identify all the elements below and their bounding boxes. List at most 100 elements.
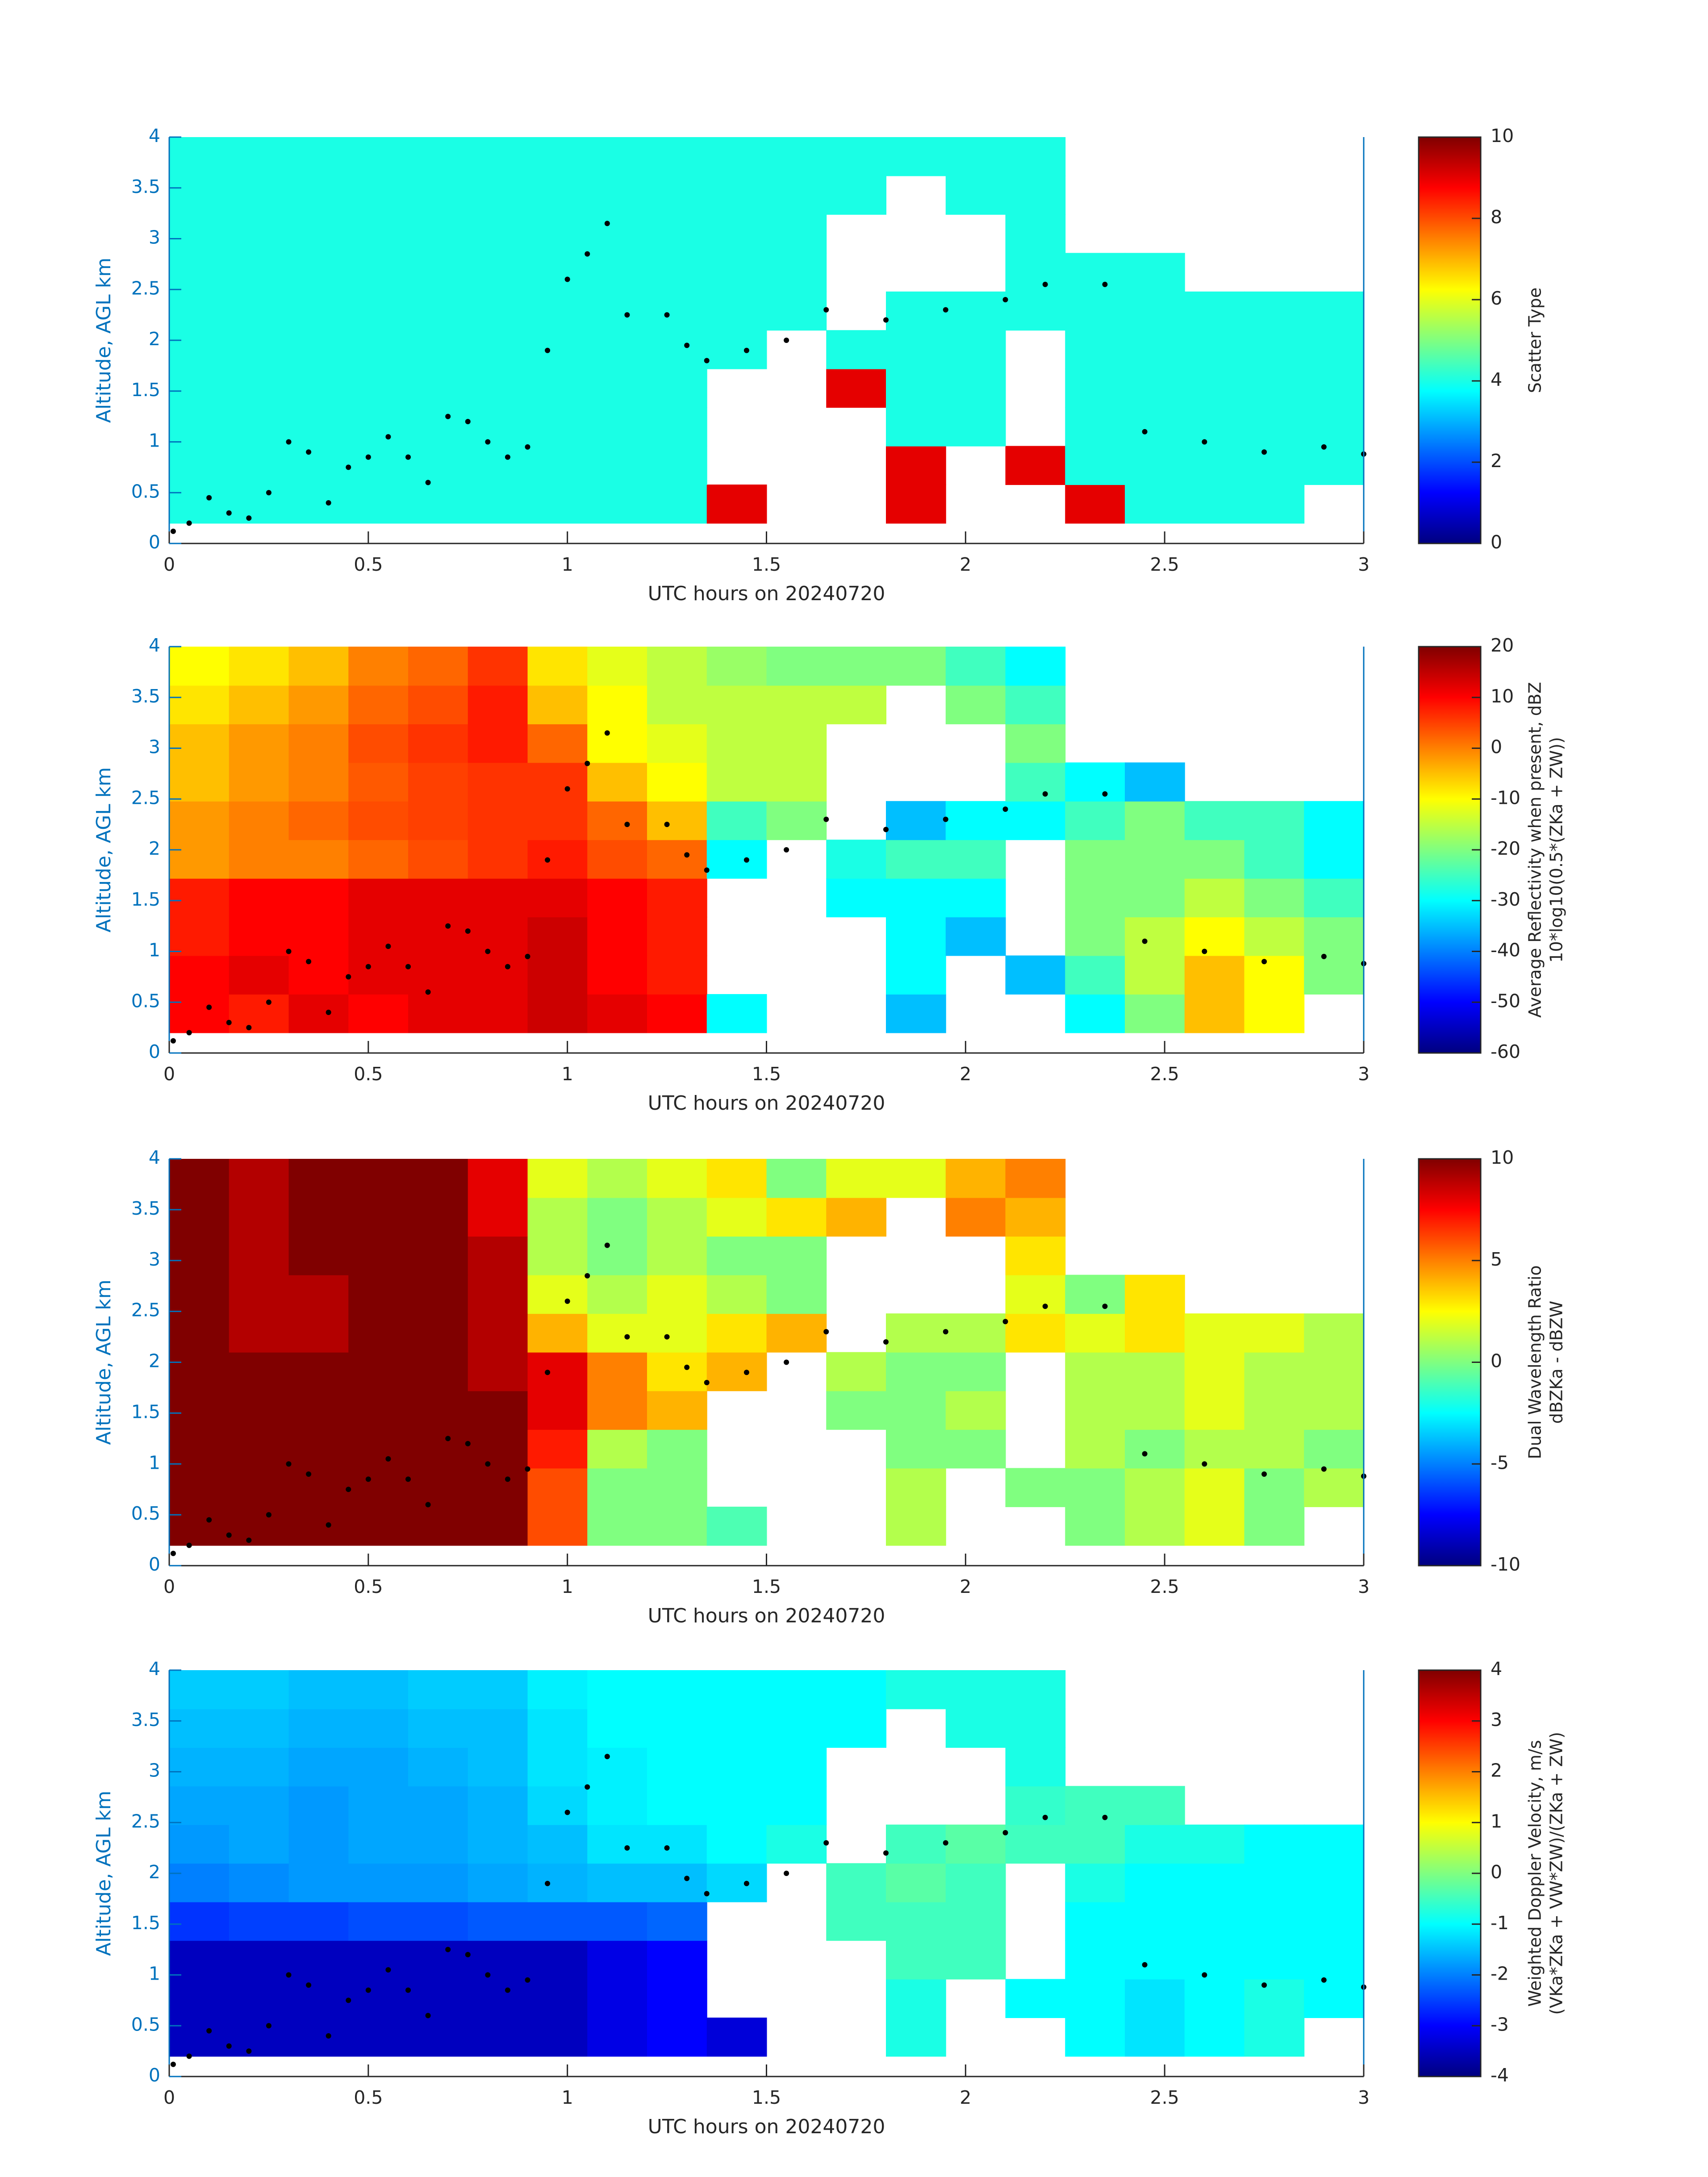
overlay-dot xyxy=(684,1364,690,1370)
overlay-dot xyxy=(306,449,312,455)
heatmap-cell xyxy=(886,137,946,176)
overlay-dot xyxy=(206,1004,212,1010)
y-axis-label: Altitude, AGL km xyxy=(92,1791,115,1956)
heatmap-cell xyxy=(1304,955,1364,995)
heatmap-cell xyxy=(826,1197,886,1237)
x-tick-label: 1.5 xyxy=(752,554,781,575)
overlay-dot xyxy=(346,464,351,470)
heatmap-cell xyxy=(706,1824,767,1864)
heatmap-cell xyxy=(1005,1159,1066,1198)
overlay-dot xyxy=(1142,429,1148,435)
heatmap-cell xyxy=(1065,801,1125,840)
overlay-dot xyxy=(246,1538,252,1543)
overlay-dot xyxy=(743,347,749,353)
heatmap-cell xyxy=(229,1429,289,1469)
overlay-dot xyxy=(883,1339,889,1345)
heatmap-cell xyxy=(1125,368,1185,408)
overlay-dot xyxy=(286,1461,292,1467)
overlay-dot xyxy=(326,2033,331,2039)
heatmap-cell xyxy=(766,1786,827,1825)
heatmap-cell xyxy=(408,801,468,840)
heatmap-cell xyxy=(587,647,647,686)
x-tick-label: 2.5 xyxy=(1150,554,1179,575)
overlay-dot xyxy=(170,2061,176,2067)
heatmap-cell xyxy=(1304,1468,1364,1507)
heatmap-cell xyxy=(945,878,1006,918)
heatmap-cell xyxy=(468,330,528,369)
x-tick-label: 1 xyxy=(562,2087,573,2108)
heatmap-cell xyxy=(348,723,409,763)
heatmap-cell xyxy=(886,1863,946,1902)
heatmap-cell xyxy=(527,291,588,331)
heatmap-cell xyxy=(288,1274,349,1314)
heatmap-cell xyxy=(468,955,528,995)
heatmap-cell xyxy=(945,1391,1006,1430)
heatmap-cell xyxy=(229,1391,289,1430)
y-tick-label: 0 xyxy=(149,531,160,553)
overlay-dot xyxy=(226,1532,232,1538)
heatmap-cell xyxy=(229,840,289,879)
heatmap-cell xyxy=(229,1352,289,1391)
heatmap-cell xyxy=(229,485,289,524)
heatmap-cell xyxy=(169,2018,230,2057)
heatmap-cell xyxy=(348,647,409,686)
overlay-dot xyxy=(1102,1814,1108,1820)
heatmap-cell xyxy=(945,291,1006,331)
heatmap-cell xyxy=(1184,801,1245,840)
heatmap-cell xyxy=(647,1747,707,1787)
heatmap-cell xyxy=(348,1506,409,1546)
heatmap-cell xyxy=(766,1747,827,1787)
heatmap-cell xyxy=(348,801,409,840)
overlay-dot xyxy=(943,1840,948,1846)
overlay-dot xyxy=(743,857,749,863)
overlay-dot xyxy=(1142,1962,1148,1968)
heatmap-cell xyxy=(1065,446,1125,485)
heatmap-cell xyxy=(1005,723,1066,763)
heatmap-cell xyxy=(169,1391,230,1430)
heatmap-cell xyxy=(468,685,528,724)
heatmap-cell xyxy=(288,647,349,686)
heatmap-cell xyxy=(886,917,946,956)
heatmap-cell xyxy=(527,1709,588,1748)
heatmap-cell xyxy=(348,1979,409,2018)
heatmap-cell xyxy=(1125,1824,1185,1864)
heatmap-cell xyxy=(288,723,349,763)
heatmap-cell xyxy=(647,1429,707,1469)
heatmap-cell xyxy=(229,1747,289,1787)
overlay-dot xyxy=(545,857,551,863)
x-tick-label: 2 xyxy=(960,554,971,575)
heatmap-cell xyxy=(706,762,767,802)
overlay-dot xyxy=(1042,1814,1048,1820)
heatmap-cell xyxy=(587,2018,647,2057)
heatmap-cell xyxy=(408,1709,468,1748)
heatmap-cell xyxy=(1244,840,1305,879)
heatmap-cell xyxy=(706,685,767,724)
heatmap-cell xyxy=(886,1159,946,1198)
overlay-dot xyxy=(266,999,271,1005)
heatmap-cell xyxy=(229,994,289,1033)
heatmap-cell xyxy=(1065,1429,1125,1469)
heatmap-cell xyxy=(1184,1863,1245,1902)
heatmap-cell xyxy=(527,2018,588,2057)
heatmap-cell xyxy=(587,485,647,524)
overlay-dot xyxy=(664,1845,670,1851)
colorbar-label: (VKa*ZKa + VW*ZW)/(ZKa + ZW) xyxy=(1547,1732,1566,2015)
heatmap-cell xyxy=(1304,840,1364,879)
heatmap-cell xyxy=(587,1274,647,1314)
heatmap-cell xyxy=(169,1159,230,1198)
heatmap-cell xyxy=(826,878,886,918)
plot-panel xyxy=(169,137,1366,534)
heatmap-cell xyxy=(1065,762,1125,802)
heatmap-cell xyxy=(527,1159,588,1198)
overlay-dot xyxy=(1321,444,1327,450)
heatmap-cell xyxy=(348,407,409,447)
heatmap-cell xyxy=(468,1824,528,1864)
heatmap-cell xyxy=(408,1786,468,1825)
heatmap-cell xyxy=(1065,1979,1125,2018)
y-tick-label: 3.5 xyxy=(131,1709,160,1730)
colorbar-tick-label: 0 xyxy=(1491,736,1502,758)
heatmap-cell xyxy=(1244,994,1305,1033)
y-tick-label: 2 xyxy=(149,1350,160,1372)
heatmap-cell xyxy=(348,917,409,956)
heatmap-cell xyxy=(288,175,349,215)
